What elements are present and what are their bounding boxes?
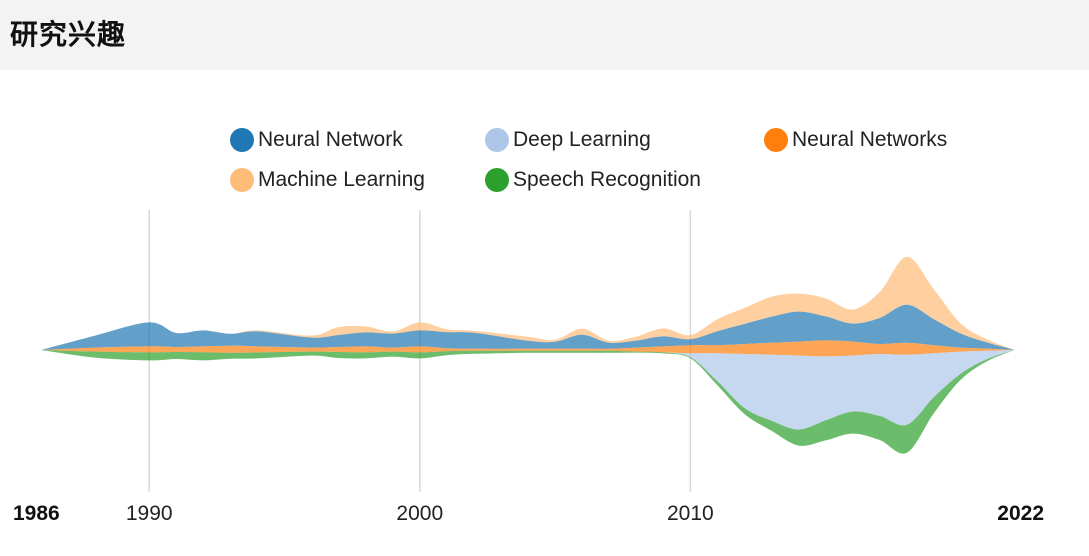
stream-layer-deep-learning[interactable]	[41, 350, 1015, 430]
legend-item[interactable]: Neural Networks	[764, 125, 947, 155]
x-tick-label: 1986	[13, 502, 60, 525]
legend-swatch	[764, 128, 788, 152]
stream-layer-neural-network[interactable]	[41, 304, 1015, 350]
x-tick-label: 2010	[667, 502, 714, 525]
legend-item[interactable]: Speech Recognition	[485, 165, 701, 195]
legend-label: Neural Network	[258, 128, 403, 151]
x-tick-label: 2022	[997, 502, 1044, 525]
legend-item[interactable]: Machine Learning	[230, 165, 425, 195]
stream-layer-neural-networks[interactable]	[41, 340, 1015, 357]
legend-item[interactable]: Deep Learning	[485, 125, 651, 155]
legend-label: Machine Learning	[258, 168, 425, 191]
header-bar: 研究兴趣	[0, 0, 1089, 70]
legend-swatch	[485, 128, 509, 152]
x-tick-label: 1990	[126, 502, 173, 525]
legend-swatch	[230, 168, 254, 192]
legend-label: Deep Learning	[513, 128, 651, 151]
x-tick-label: 2000	[396, 502, 443, 525]
stream-layer-speech-recognition[interactable]	[41, 350, 1015, 454]
legend-swatch	[230, 128, 254, 152]
stream-layer-machine-learning[interactable]	[41, 256, 1015, 350]
page-title: 研究兴趣	[10, 18, 127, 51]
legend-label: Neural Networks	[792, 128, 948, 151]
legend-item[interactable]: Neural Network	[230, 125, 403, 155]
legend-swatch	[485, 168, 509, 192]
legend-label: Speech Recognition	[513, 168, 701, 191]
